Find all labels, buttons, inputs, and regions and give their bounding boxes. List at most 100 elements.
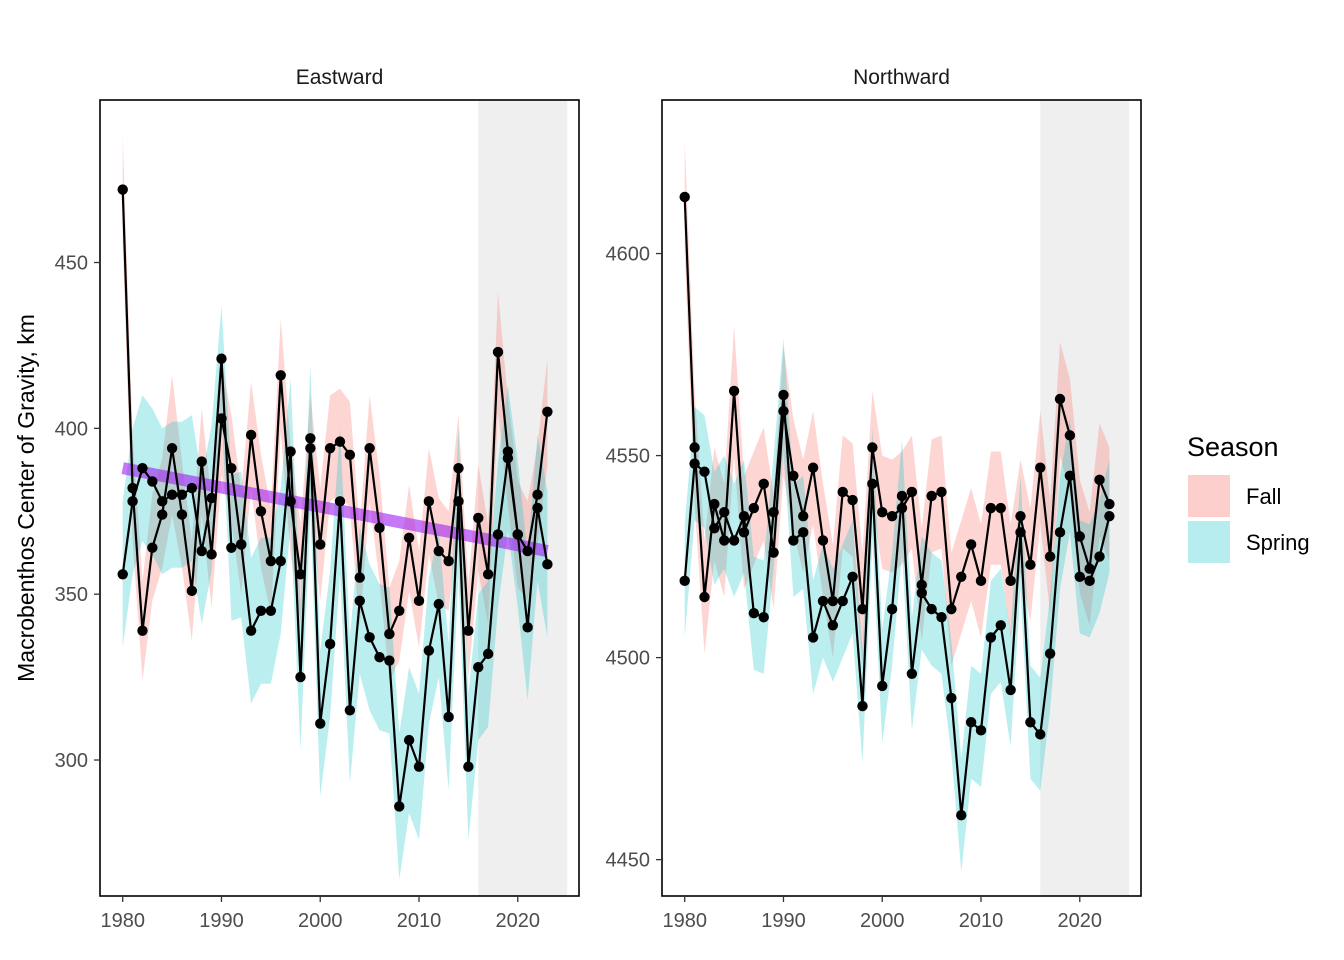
point-fall-northward-1997 [847,494,858,506]
point-fall-eastward-2006 [374,522,385,534]
point-fall-eastward-2003 [344,449,356,461]
point-fall-eastward-1993 [245,429,257,441]
x-tick-label-eastward-1990: 1990 [199,910,244,932]
point-spring-eastward-2001 [324,638,336,650]
point-spring-eastward-2006 [374,652,385,663]
point-spring-northward-1986 [738,510,750,522]
legend-key-fall [1188,475,1230,517]
point-spring-northward-2001 [886,603,898,615]
legend: Season Fall Spring [1187,432,1310,563]
point-fall-eastward-2015 [463,625,474,636]
point-spring-eastward-1981 [127,496,138,507]
point-spring-eastward-1989 [206,492,217,504]
point-fall-northward-2015 [1025,559,1036,570]
point-fall-northward-1980 [679,191,690,203]
point-fall-northward-1983 [709,498,720,510]
point-fall-northward-1991 [788,470,799,481]
point-fall-eastward-2012 [433,545,444,557]
point-spring-northward-2008 [956,809,967,821]
point-fall-eastward-1980 [117,184,128,195]
point-spring-northward-1985 [728,535,740,546]
point-spring-eastward-2019 [502,453,514,464]
legend-label-spring: Spring [1246,530,1310,555]
point-spring-eastward-2020 [512,529,523,540]
point-spring-northward-1984 [719,506,730,518]
point-fall-northward-2004 [916,579,927,591]
point-fall-eastward-2002 [334,436,346,447]
point-fall-eastward-1982 [137,625,148,636]
point-spring-eastward-2007 [384,655,395,666]
point-fall-eastward-1981 [127,482,138,494]
point-spring-eastward-1996 [275,555,286,567]
point-spring-eastward-1992 [236,539,247,550]
y-tick-label-northward-4500: 4500 [606,648,651,670]
point-fall-northward-1995 [827,595,839,607]
point-fall-northward-1986 [738,527,750,538]
point-spring-northward-1988 [758,611,769,623]
panel-title-northward: Northward [853,66,950,89]
point-fall-northward-2012 [995,502,1006,514]
point-spring-eastward-2000 [315,718,326,729]
panel-eastward: Eastward 1980 1990 2000 2010 2020 300 350 400 450 [55,66,580,932]
point-spring-northward-1989 [768,506,779,518]
point-spring-eastward-2014 [453,496,464,507]
panel-border-northward [661,99,1142,897]
point-spring-eastward-1984 [157,496,168,507]
point-spring-eastward-1993 [245,625,257,636]
point-spring-northward-1994 [817,595,829,607]
point-spring-northward-1992 [798,527,809,538]
point-spring-eastward-1994 [255,605,267,616]
point-fall-northward-1998 [857,603,868,615]
y-tick-label-eastward-450: 450 [55,253,88,275]
point-spring-eastward-2008 [394,801,405,812]
point-spring-eastward-2013 [443,711,454,723]
point-spring-eastward-2005 [364,632,375,643]
point-spring-northward-2020 [1074,571,1085,582]
point-spring-eastward-2004 [354,595,365,607]
point-spring-eastward-1990 [216,353,227,364]
point-spring-eastward-1980 [117,569,128,580]
point-fall-eastward-2009 [403,532,415,543]
x-tick-label-northward-2000: 2000 [860,910,905,932]
point-spring-eastward-1991 [226,542,237,553]
point-spring-northward-2016 [1035,729,1046,740]
point-fall-northward-2006 [936,486,947,498]
point-spring-eastward-1997 [285,446,296,457]
x-tick-label-northward-1980: 1980 [662,910,707,932]
y-tick-label-eastward-300: 300 [55,750,88,772]
x-tick-label-eastward-2010: 2010 [397,910,442,932]
point-fall-northward-2007 [946,603,957,615]
x-tick-label-eastward-1980: 1980 [100,910,145,932]
point-fall-northward-2000 [877,506,888,518]
point-fall-eastward-1987 [186,585,198,597]
legend-label-fall: Fall [1246,484,1281,509]
point-fall-eastward-1998 [295,569,306,580]
y-tick-label-eastward-350: 350 [55,584,88,606]
point-spring-northward-1991 [788,535,799,546]
point-fall-northward-2018 [1054,393,1066,405]
point-spring-northward-1990 [778,389,789,401]
point-spring-northward-1998 [857,700,868,712]
point-fall-eastward-2014 [453,462,464,474]
point-fall-northward-1987 [748,502,760,514]
point-spring-eastward-2017 [482,648,494,660]
point-fall-northward-2017 [1044,551,1056,562]
x-tick-label-northward-2010: 2010 [959,910,1004,932]
point-fall-northward-2009 [965,539,977,550]
shaded-period-northward [1040,100,1130,896]
point-fall-eastward-1990 [216,413,227,424]
point-fall-eastward-1991 [226,462,237,474]
point-spring-northward-2017 [1044,648,1056,659]
point-spring-eastward-2016 [473,661,484,673]
point-spring-northward-2000 [877,680,888,692]
point-fall-eastward-2011 [423,496,435,507]
point-fall-eastward-1985 [166,443,178,454]
ribbon-fall-eastward [122,136,548,681]
point-spring-northward-2003 [906,668,918,679]
point-spring-northward-1980 [679,575,690,587]
point-fall-northward-2022 [1094,474,1105,486]
point-fall-eastward-2023 [542,406,553,417]
y-tick-label-northward-4450: 4450 [606,850,651,872]
point-spring-eastward-2015 [463,761,474,772]
point-spring-northward-2009 [965,717,977,728]
